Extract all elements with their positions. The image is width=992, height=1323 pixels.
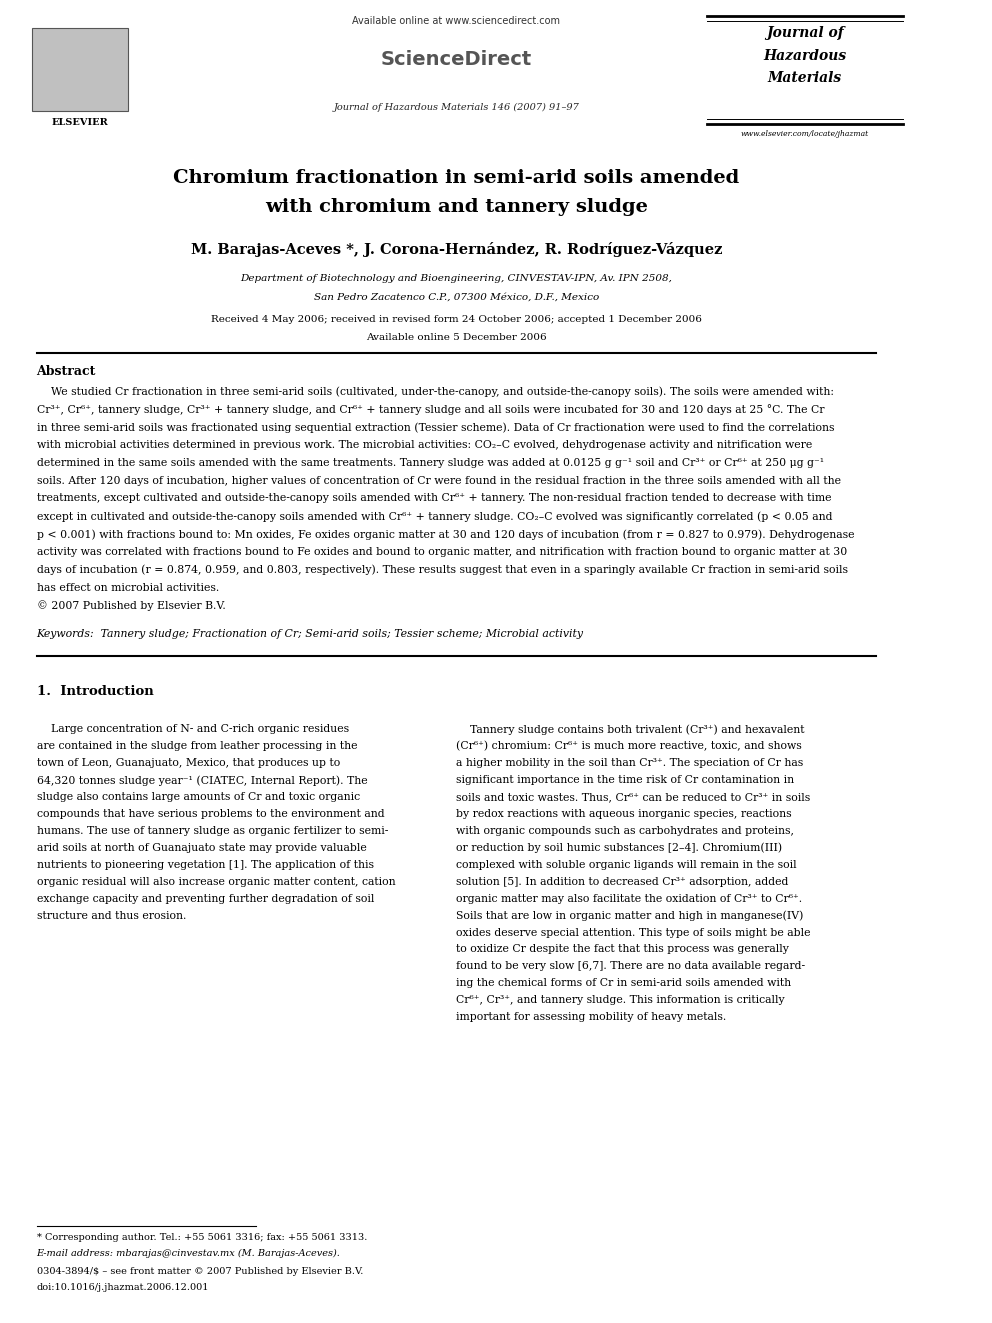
Text: p < 0.001) with fractions bound to: Mn oxides, Fe oxides organic matter at 30 an: p < 0.001) with fractions bound to: Mn o…: [37, 529, 854, 540]
Text: Large concentration of N- and C-rich organic residues: Large concentration of N- and C-rich org…: [37, 725, 348, 734]
Text: Journal of: Journal of: [766, 26, 844, 41]
Text: Available online at www.sciencedirect.com: Available online at www.sciencedirect.co…: [352, 16, 560, 26]
Text: M. Barajas-Aceves *, J. Corona-Hernández, R. Rodríguez-Vázquez: M. Barajas-Aceves *, J. Corona-Hernández…: [190, 242, 722, 257]
Text: E-mail address: mbarajas@cinvestav.mx (M. Barajas-Aceves).: E-mail address: mbarajas@cinvestav.mx (M…: [37, 1249, 340, 1258]
Text: oxides deserve special attention. This type of soils might be able: oxides deserve special attention. This t…: [456, 927, 810, 938]
Text: important for assessing mobility of heavy metals.: important for assessing mobility of heav…: [456, 1012, 726, 1023]
Text: 0304-3894/$ – see front matter © 2007 Published by Elsevier B.V.: 0304-3894/$ – see front matter © 2007 Pu…: [37, 1267, 363, 1277]
Text: with organic compounds such as carbohydrates and proteins,: with organic compounds such as carbohydr…: [456, 826, 795, 836]
Text: 1.  Introduction: 1. Introduction: [37, 685, 153, 697]
Text: determined in the same soils amended with the same treatments. Tannery sludge wa: determined in the same soils amended wit…: [37, 458, 823, 468]
Text: soils and toxic wastes. Thus, Cr⁶⁺ can be reduced to Cr³⁺ in soils: soils and toxic wastes. Thus, Cr⁶⁺ can b…: [456, 792, 810, 802]
Text: Chromium fractionation in semi-arid soils amended: Chromium fractionation in semi-arid soil…: [174, 169, 739, 188]
Text: Hazardous: Hazardous: [763, 49, 846, 64]
Text: Available online 5 December 2006: Available online 5 December 2006: [366, 333, 547, 343]
Text: humans. The use of tannery sludge as organic fertilizer to semi-: humans. The use of tannery sludge as org…: [37, 826, 388, 836]
Text: days of incubation (r = 0.874, 0.959, and 0.803, respectively). These results su: days of incubation (r = 0.874, 0.959, an…: [37, 565, 847, 576]
Text: ELSEVIER: ELSEVIER: [52, 118, 109, 127]
Text: solution [5]. In addition to decreased Cr³⁺ adsorption, added: solution [5]. In addition to decreased C…: [456, 877, 789, 886]
Text: www.elsevier.com/locate/jhazmat: www.elsevier.com/locate/jhazmat: [741, 130, 869, 138]
Text: Received 4 May 2006; received in revised form 24 October 2006; accepted 1 Decemb: Received 4 May 2006; received in revised…: [211, 315, 701, 324]
Text: town of Leon, Guanajuato, Mexico, that produces up to: town of Leon, Guanajuato, Mexico, that p…: [37, 758, 339, 769]
Text: We studied Cr fractionation in three semi-arid soils (cultivated, under-the-cano: We studied Cr fractionation in three sem…: [37, 386, 833, 397]
Text: to oxidize Cr despite the fact that this process was generally: to oxidize Cr despite the fact that this…: [456, 945, 790, 954]
Text: structure and thus erosion.: structure and thus erosion.: [37, 910, 186, 921]
Text: sludge also contains large amounts of Cr and toxic organic: sludge also contains large amounts of Cr…: [37, 792, 360, 802]
Text: Materials: Materials: [768, 71, 842, 86]
Text: compounds that have serious problems to the environment and: compounds that have serious problems to …: [37, 810, 384, 819]
Text: Abstract: Abstract: [37, 365, 96, 378]
Text: complexed with soluble organic ligands will remain in the soil: complexed with soluble organic ligands w…: [456, 860, 797, 869]
Bar: [32, 28, 128, 111]
Text: significant importance in the time risk of Cr contamination in: significant importance in the time risk …: [456, 775, 795, 785]
Text: San Pedro Zacatenco C.P., 07300 México, D.F., Mexico: San Pedro Zacatenco C.P., 07300 México, …: [313, 292, 599, 302]
Text: treatments, except cultivated and outside-the-canopy soils amended with Cr⁶⁺ + t: treatments, except cultivated and outsid…: [37, 493, 831, 504]
Text: by redox reactions with aqueous inorganic species, reactions: by redox reactions with aqueous inorgani…: [456, 810, 792, 819]
Text: arid soils at north of Guanajuato state may provide valuable: arid soils at north of Guanajuato state …: [37, 843, 366, 853]
Text: * Corresponding author. Tel.: +55 5061 3316; fax: +55 5061 3313.: * Corresponding author. Tel.: +55 5061 3…: [37, 1233, 367, 1242]
Text: ing the chemical forms of Cr in semi-arid soils amended with: ing the chemical forms of Cr in semi-ari…: [456, 979, 792, 988]
Text: (Cr⁶⁺) chromium: Cr⁶⁺ is much more reactive, toxic, and shows: (Cr⁶⁺) chromium: Cr⁶⁺ is much more react…: [456, 741, 802, 751]
Text: a higher mobility in the soil than Cr³⁺. The speciation of Cr has: a higher mobility in the soil than Cr³⁺.…: [456, 758, 804, 769]
Text: with chromium and tannery sludge: with chromium and tannery sludge: [265, 198, 648, 217]
Text: or reduction by soil humic substances [2–4]. Chromium(III): or reduction by soil humic substances [2…: [456, 843, 783, 853]
Text: Keywords:  Tannery sludge; Fractionation of Cr; Semi-arid soils; Tessier scheme;: Keywords: Tannery sludge; Fractionation …: [37, 630, 583, 639]
Text: are contained in the sludge from leather processing in the: are contained in the sludge from leather…: [37, 741, 357, 751]
Text: Journal of Hazardous Materials 146 (2007) 91–97: Journal of Hazardous Materials 146 (2007…: [333, 103, 579, 112]
Text: exchange capacity and preventing further degradation of soil: exchange capacity and preventing further…: [37, 894, 374, 904]
Text: organic residual will also increase organic matter content, cation: organic residual will also increase orga…: [37, 877, 395, 886]
Text: Tannery sludge contains both trivalent (Cr³⁺) and hexavalent: Tannery sludge contains both trivalent (…: [456, 725, 805, 734]
Text: 64,320 tonnes sludge year⁻¹ (CIATEC, Internal Report). The: 64,320 tonnes sludge year⁻¹ (CIATEC, Int…: [37, 775, 367, 786]
Text: Department of Biotechnology and Bioengineering, CINVESTAV-IPN, Av. IPN 2508,: Department of Biotechnology and Bioengin…: [240, 274, 673, 283]
Text: in three semi-arid soils was fractionated using sequential extraction (Tessier s: in three semi-arid soils was fractionate…: [37, 422, 834, 433]
Text: soils. After 120 days of incubation, higher values of concentration of Cr were f: soils. After 120 days of incubation, hig…: [37, 476, 840, 486]
Text: Cr⁶⁺, Cr³⁺, and tannery sludge. This information is critically: Cr⁶⁺, Cr³⁺, and tannery sludge. This inf…: [456, 995, 785, 1005]
Text: Cr³⁺, Cr⁶⁺, tannery sludge, Cr³⁺ + tannery sludge, and Cr⁶⁺ + tannery sludge and: Cr³⁺, Cr⁶⁺, tannery sludge, Cr³⁺ + tanne…: [37, 405, 824, 415]
Text: Soils that are low in organic matter and high in manganese(IV): Soils that are low in organic matter and…: [456, 910, 804, 921]
Text: activity was correlated with fractions bound to Fe oxides and bound to organic m: activity was correlated with fractions b…: [37, 548, 847, 557]
Text: © 2007 Published by Elsevier B.V.: © 2007 Published by Elsevier B.V.: [37, 601, 225, 611]
Text: doi:10.1016/j.jhazmat.2006.12.001: doi:10.1016/j.jhazmat.2006.12.001: [37, 1283, 209, 1293]
Text: except in cultivated and outside-the-canopy soils amended with Cr⁶⁺ + tannery sl: except in cultivated and outside-the-can…: [37, 512, 832, 521]
Text: nutrients to pioneering vegetation [1]. The application of this: nutrients to pioneering vegetation [1]. …: [37, 860, 374, 869]
Text: has effect on microbial activities.: has effect on microbial activities.: [37, 582, 219, 593]
Text: organic matter may also facilitate the oxidation of Cr³⁺ to Cr⁶⁺.: organic matter may also facilitate the o…: [456, 894, 803, 904]
Text: ScienceDirect: ScienceDirect: [381, 50, 532, 69]
Text: found to be very slow [6,7]. There are no data available regard-: found to be very slow [6,7]. There are n…: [456, 962, 806, 971]
Text: with microbial activities determined in previous work. The microbial activities:: with microbial activities determined in …: [37, 439, 811, 450]
